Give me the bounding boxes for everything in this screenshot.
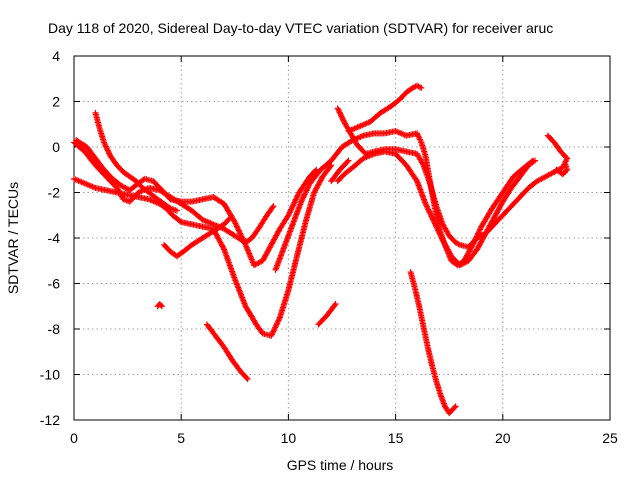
data-point [269, 204, 276, 211]
series-arc6 [203, 321, 251, 383]
y-tick-label: -4 [48, 230, 61, 246]
data-point [157, 302, 164, 309]
data-point [451, 404, 458, 411]
data-point [102, 143, 109, 150]
data-point [452, 403, 459, 410]
series-arc11 [345, 82, 425, 135]
data-point [345, 157, 352, 164]
data-point [227, 214, 234, 221]
series-arc13 [315, 300, 339, 328]
data-point [104, 147, 111, 154]
series-arc14 [452, 132, 571, 251]
data-point [337, 112, 344, 119]
series-arc4 [92, 109, 180, 214]
data-point [101, 140, 108, 147]
series-arc3 [71, 162, 335, 339]
data-point [104, 146, 111, 153]
axis-ticks: 0 5 10 15 20 25 -12 -10 -8 -6 -4 -2 0 2 4 [40, 48, 618, 446]
x-tick-label: 20 [495, 430, 511, 446]
data-point [335, 108, 342, 115]
data-point [452, 239, 459, 246]
y-tick-label: 4 [52, 48, 60, 64]
series-arc7 [154, 300, 165, 310]
x-tick-label: 25 [602, 430, 618, 446]
data-point [270, 203, 277, 210]
y-tick-label: -6 [48, 276, 61, 292]
x-axis-label: GPS time / hours [287, 457, 394, 473]
data-point [336, 109, 343, 116]
y-tick-label: -2 [48, 185, 61, 201]
x-tick-label: 5 [177, 430, 185, 446]
data-point [158, 303, 165, 310]
data-point [331, 302, 338, 309]
data-point [531, 157, 538, 164]
data-point [106, 150, 113, 157]
x-tick-label: 10 [281, 430, 297, 446]
data-point [339, 114, 346, 121]
data-point [339, 116, 346, 123]
data-point [337, 110, 344, 117]
y-tick-label: 2 [52, 94, 60, 110]
data-point [338, 113, 345, 120]
series-arc2 [73, 137, 320, 269]
data-point [418, 84, 425, 91]
data-points [71, 82, 571, 417]
data-point [101, 139, 108, 146]
y-tick-label: -10 [40, 367, 60, 383]
data-point [220, 245, 227, 252]
data-point [243, 374, 250, 381]
grid [74, 56, 610, 420]
y-tick-label: -12 [40, 412, 60, 428]
y-tick-label: -8 [48, 321, 61, 337]
data-point [344, 158, 351, 165]
y-axis-label: SDTVAR / TECUs [5, 182, 21, 294]
data-point [332, 300, 339, 307]
data-point [561, 159, 568, 166]
data-point [173, 207, 180, 214]
data-point [244, 376, 251, 383]
series-arc12 [407, 269, 459, 417]
x-tick-label: 15 [388, 430, 404, 446]
data-point [103, 144, 110, 151]
data-point [176, 218, 183, 225]
series-arc5 [161, 214, 234, 260]
x-tick-label: 0 [70, 430, 78, 446]
series-arc16 [553, 159, 571, 178]
data-point [334, 105, 341, 112]
data-point [335, 106, 342, 113]
data-point [226, 215, 233, 222]
data-point [102, 142, 109, 149]
data-point [105, 149, 112, 156]
data-point [530, 158, 537, 165]
series-arc15 [328, 157, 352, 185]
chart-title: Day 118 of 2020, Sidereal Day-to-day VTE… [48, 20, 553, 36]
y-tick-label: 0 [52, 139, 60, 155]
